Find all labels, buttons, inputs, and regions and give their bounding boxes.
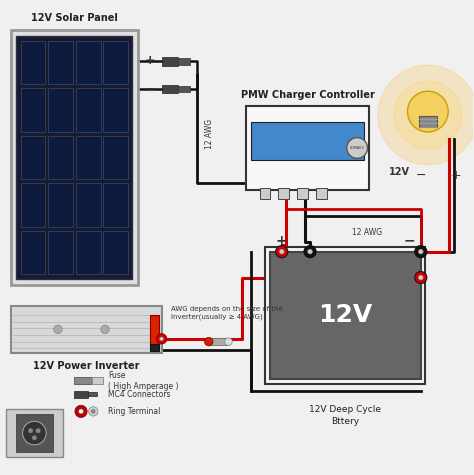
Circle shape bbox=[28, 428, 33, 433]
Text: −: − bbox=[145, 83, 155, 95]
FancyBboxPatch shape bbox=[17, 36, 132, 279]
Text: −: − bbox=[403, 234, 415, 248]
Text: 12V Power Inverter: 12V Power Inverter bbox=[33, 361, 139, 371]
FancyBboxPatch shape bbox=[278, 189, 289, 199]
FancyBboxPatch shape bbox=[103, 135, 128, 179]
Circle shape bbox=[204, 337, 213, 346]
FancyBboxPatch shape bbox=[162, 85, 178, 93]
FancyBboxPatch shape bbox=[21, 183, 46, 227]
Text: Fuse
( High Amperage ): Fuse ( High Amperage ) bbox=[109, 370, 179, 391]
Circle shape bbox=[415, 271, 427, 284]
Text: 12 AWG: 12 AWG bbox=[352, 228, 382, 238]
FancyBboxPatch shape bbox=[11, 30, 138, 285]
FancyBboxPatch shape bbox=[419, 116, 437, 127]
Circle shape bbox=[91, 409, 95, 413]
Circle shape bbox=[394, 81, 462, 149]
Text: +: + bbox=[451, 169, 461, 182]
FancyBboxPatch shape bbox=[103, 183, 128, 227]
Text: −: − bbox=[416, 169, 426, 182]
FancyBboxPatch shape bbox=[74, 378, 92, 384]
FancyBboxPatch shape bbox=[76, 88, 100, 132]
Circle shape bbox=[101, 325, 109, 333]
Text: +: + bbox=[276, 234, 288, 248]
Circle shape bbox=[79, 409, 83, 414]
Circle shape bbox=[156, 333, 167, 344]
FancyBboxPatch shape bbox=[76, 135, 100, 179]
Circle shape bbox=[276, 246, 288, 258]
Circle shape bbox=[415, 246, 427, 258]
Text: 12 AWG: 12 AWG bbox=[205, 119, 214, 149]
FancyBboxPatch shape bbox=[76, 230, 100, 274]
Circle shape bbox=[89, 407, 98, 416]
Text: 12V: 12V bbox=[389, 167, 410, 177]
Circle shape bbox=[419, 249, 423, 254]
Circle shape bbox=[408, 91, 448, 132]
Text: 12V Deep Cycle
Bttery: 12V Deep Cycle Bttery bbox=[310, 405, 382, 426]
FancyBboxPatch shape bbox=[150, 315, 159, 343]
FancyBboxPatch shape bbox=[48, 135, 73, 179]
Circle shape bbox=[54, 325, 62, 333]
FancyBboxPatch shape bbox=[103, 40, 128, 84]
FancyBboxPatch shape bbox=[76, 40, 100, 84]
FancyBboxPatch shape bbox=[150, 343, 159, 351]
Circle shape bbox=[160, 337, 164, 341]
Circle shape bbox=[378, 65, 474, 165]
Text: AWG depends on the size of the
Inverter(usually ≥ 4 AWG): AWG depends on the size of the Inverter(… bbox=[171, 305, 283, 320]
Text: 12V: 12V bbox=[318, 303, 373, 327]
Circle shape bbox=[304, 246, 316, 258]
FancyBboxPatch shape bbox=[265, 247, 426, 384]
FancyBboxPatch shape bbox=[21, 230, 46, 274]
Circle shape bbox=[225, 338, 232, 345]
FancyBboxPatch shape bbox=[76, 183, 100, 227]
Circle shape bbox=[32, 436, 36, 440]
Text: PMW Charger Controller: PMW Charger Controller bbox=[241, 90, 374, 100]
FancyBboxPatch shape bbox=[178, 86, 190, 92]
Circle shape bbox=[308, 249, 312, 254]
FancyBboxPatch shape bbox=[316, 189, 327, 199]
FancyBboxPatch shape bbox=[21, 40, 46, 84]
Text: KOMAES: KOMAES bbox=[350, 146, 365, 150]
FancyBboxPatch shape bbox=[16, 414, 53, 452]
FancyBboxPatch shape bbox=[48, 183, 73, 227]
FancyBboxPatch shape bbox=[103, 230, 128, 274]
FancyBboxPatch shape bbox=[74, 391, 88, 398]
FancyBboxPatch shape bbox=[246, 105, 369, 190]
Circle shape bbox=[36, 428, 40, 433]
FancyBboxPatch shape bbox=[251, 122, 364, 160]
FancyBboxPatch shape bbox=[162, 57, 178, 66]
FancyBboxPatch shape bbox=[6, 409, 63, 456]
Circle shape bbox=[23, 421, 46, 445]
Circle shape bbox=[75, 405, 87, 418]
FancyBboxPatch shape bbox=[103, 88, 128, 132]
FancyBboxPatch shape bbox=[21, 88, 46, 132]
FancyBboxPatch shape bbox=[48, 40, 73, 84]
FancyBboxPatch shape bbox=[297, 189, 308, 199]
FancyBboxPatch shape bbox=[21, 135, 46, 179]
FancyBboxPatch shape bbox=[209, 338, 228, 345]
Circle shape bbox=[279, 249, 284, 254]
Text: +: + bbox=[145, 54, 156, 67]
FancyBboxPatch shape bbox=[178, 58, 190, 65]
FancyBboxPatch shape bbox=[11, 306, 162, 353]
FancyBboxPatch shape bbox=[48, 88, 73, 132]
Text: MC4 Connectors: MC4 Connectors bbox=[109, 390, 171, 399]
FancyBboxPatch shape bbox=[260, 189, 270, 199]
FancyBboxPatch shape bbox=[48, 230, 73, 274]
FancyBboxPatch shape bbox=[88, 392, 97, 396]
Circle shape bbox=[347, 138, 367, 158]
FancyBboxPatch shape bbox=[92, 378, 103, 384]
Circle shape bbox=[419, 275, 423, 280]
Text: Ring Terminal: Ring Terminal bbox=[109, 407, 161, 416]
FancyBboxPatch shape bbox=[270, 252, 421, 379]
Text: 12V Solar Panel: 12V Solar Panel bbox=[31, 13, 118, 23]
